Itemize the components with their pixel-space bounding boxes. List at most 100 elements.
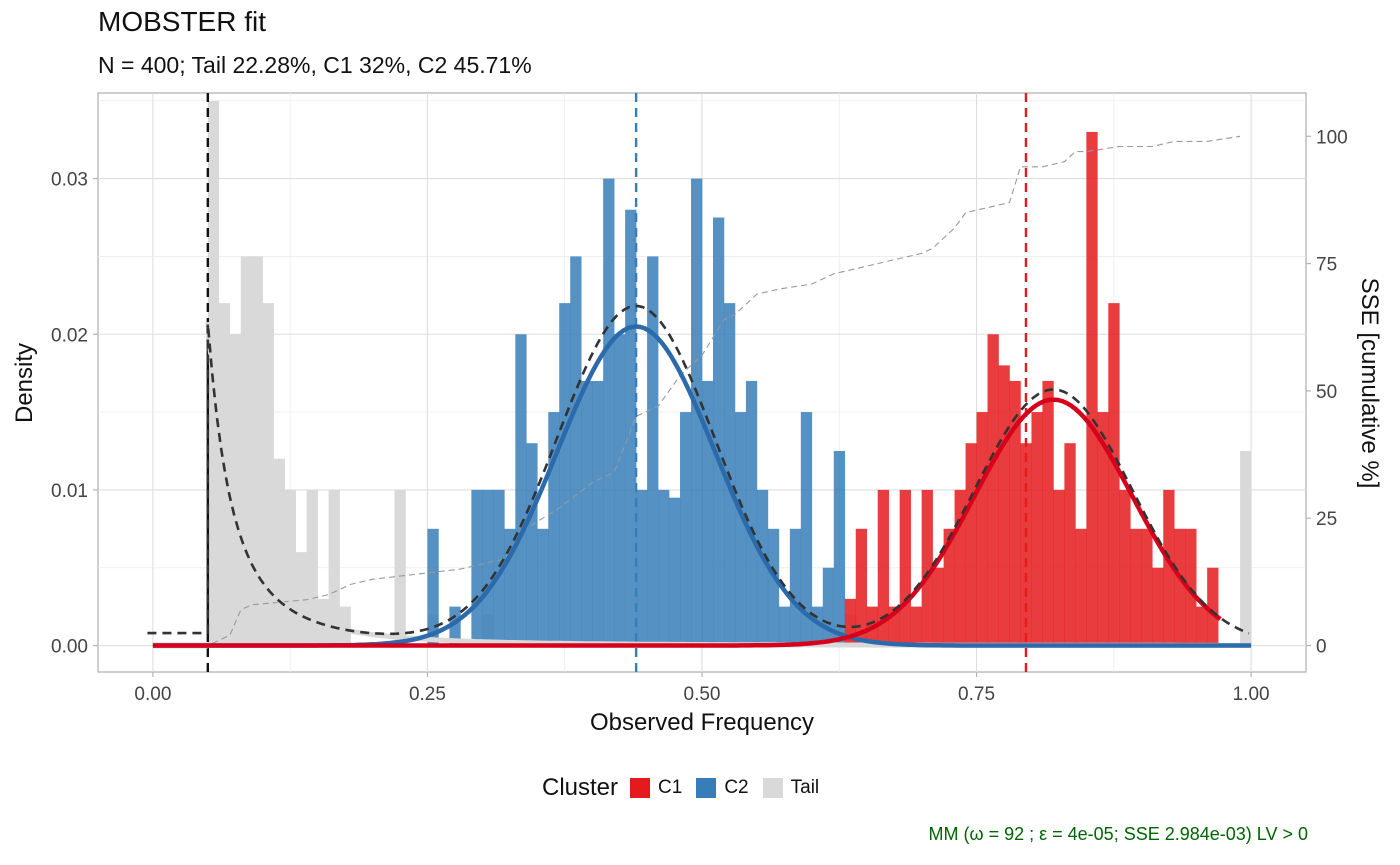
histogram-bar-c2	[680, 412, 692, 646]
x-tick-label: 0.00	[134, 684, 171, 705]
histogram-bar-c1	[910, 606, 922, 646]
histogram-bar-c2	[559, 303, 571, 646]
histogram-bar-c1	[1196, 606, 1208, 646]
histogram-bar-c2	[471, 489, 483, 646]
histogram-bar-c2	[702, 380, 714, 646]
histogram-bar-c2	[811, 606, 824, 646]
y2-axis-title: SSE [cumulative %]	[1356, 278, 1383, 489]
legend-swatch-tail	[762, 778, 783, 798]
legend-swatch-c2	[696, 778, 717, 798]
y-tick-label: 0.03	[51, 170, 88, 191]
histogram-bar-c1	[1207, 567, 1219, 646]
histogram-bar-c2	[833, 450, 846, 646]
histogram-bar-c1	[1042, 380, 1054, 646]
histogram-bar-c1	[1086, 131, 1098, 646]
histogram-bar-c2	[822, 567, 835, 646]
histogram-bar-tail	[229, 334, 242, 646]
histogram-bar-c2	[592, 380, 604, 646]
fit-caption: MM (ω = 92 ; ε = 4e-05; SSE 2.984e-03) L…	[928, 824, 1308, 844]
histogram-bar-tail	[262, 303, 275, 646]
histogram-bar-c2	[745, 380, 758, 646]
y-tick-label: 0.00	[51, 637, 88, 658]
histogram-bar-c1	[1009, 380, 1021, 646]
histogram-bar-tail	[328, 489, 340, 646]
histogram-bar-tail	[240, 256, 253, 646]
histogram-bar-c2	[449, 606, 461, 646]
x-tick-label: 0.50	[684, 684, 721, 705]
histogram-bar-c2	[581, 380, 593, 646]
histogram-bar-c2	[493, 489, 505, 646]
histogram-bar-c1	[976, 412, 988, 646]
y2-tick-label: 100	[1316, 127, 1348, 148]
y-axis-title: Density	[11, 343, 38, 423]
histogram-bar-c2	[570, 256, 582, 646]
y-tick-label: 0.01	[51, 481, 88, 502]
histogram-bar-c1	[855, 528, 868, 646]
histogram-bar-c1	[998, 365, 1010, 646]
histogram-bar-tail	[1240, 450, 1252, 646]
legend: Cluster C1 C2 Tail	[542, 774, 833, 802]
histogram-bar-c2	[789, 528, 802, 646]
histogram-bar-c2	[625, 209, 637, 646]
histogram-bar-c2	[515, 334, 527, 646]
x-tick-label: 0.25	[409, 684, 446, 705]
chart-subtitle: N = 400; Tail 22.28%, C1 32%, C2 45.71%	[98, 52, 532, 78]
y-tick-label: 0.02	[51, 325, 88, 346]
histogram-bar-c2	[537, 528, 549, 646]
histogram-bar-c1	[1108, 303, 1120, 646]
histogram-bar-c2	[504, 528, 516, 646]
histogram-bar-c2	[548, 412, 560, 646]
c1-density-curve	[152, 397, 1222, 648]
histogram-bar-c2	[756, 489, 769, 646]
histogram-bar-tail	[295, 552, 307, 646]
histogram-bar-c2	[647, 256, 659, 646]
histogram-bar-c1	[943, 528, 955, 646]
legend-swatch-c1	[630, 778, 651, 798]
cluster-mean-lines	[206, 93, 1028, 672]
histogram-bar-c1	[1174, 528, 1186, 646]
y2-tick-label: 75	[1316, 255, 1337, 276]
histogram-bar-c2	[767, 528, 780, 646]
mixture-density-curve	[147, 304, 1250, 636]
sse-line-group	[152, 135, 1241, 647]
histogram-bar-c2	[526, 443, 538, 646]
histogram-bar-c2	[614, 334, 626, 646]
histogram-bar-tail	[394, 489, 406, 646]
histogram-bar-c1	[1053, 489, 1065, 646]
histogram-bar-c2	[636, 489, 648, 646]
histogram-bar-c1	[1130, 528, 1142, 646]
histogram-bar-c1	[1031, 412, 1043, 646]
histogram-bar-c1	[1119, 489, 1131, 646]
y2-tick-label: 25	[1316, 509, 1337, 530]
y2-tick-label: 50	[1316, 382, 1337, 403]
histogram-bar-c1	[1075, 528, 1087, 646]
histogram-bar-c1	[1064, 443, 1076, 646]
density-curves	[147, 304, 1252, 649]
histogram-bar-tail	[339, 606, 351, 646]
histogram-bar-tail	[251, 256, 264, 646]
histogram-bar-tail	[284, 489, 296, 646]
histogram-bar-c2	[603, 178, 615, 646]
histogram-bar-c2	[427, 528, 439, 646]
x-tick-label: 0.75	[958, 684, 995, 705]
histogram-bar-c1	[899, 489, 911, 646]
legend-item-c2: C2	[696, 777, 749, 799]
histogram-bar-c1	[987, 334, 999, 646]
legend-item-c1: C1	[630, 777, 682, 799]
histogram-bar-c1	[1163, 489, 1175, 646]
histogram-bar-c2	[778, 606, 791, 646]
x-axis-title: Observed Frequency	[590, 709, 814, 736]
histogram-bar-c1	[1097, 412, 1109, 646]
histogram-bar-c1	[954, 489, 966, 646]
legend-label-tail: Tail	[790, 777, 820, 798]
legend-title: Cluster	[542, 774, 619, 801]
histogram-bar-c1	[1152, 567, 1164, 646]
x-tick-label: 1.00	[1233, 684, 1270, 705]
histogram-bar-tail	[273, 458, 285, 646]
histogram-bar-c1	[921, 489, 933, 646]
histogram-bar-c1	[877, 489, 889, 646]
legend-label-c1: C1	[658, 777, 683, 798]
sse-cumulative-line	[152, 135, 1241, 647]
histogram-bar-tail	[306, 489, 318, 646]
